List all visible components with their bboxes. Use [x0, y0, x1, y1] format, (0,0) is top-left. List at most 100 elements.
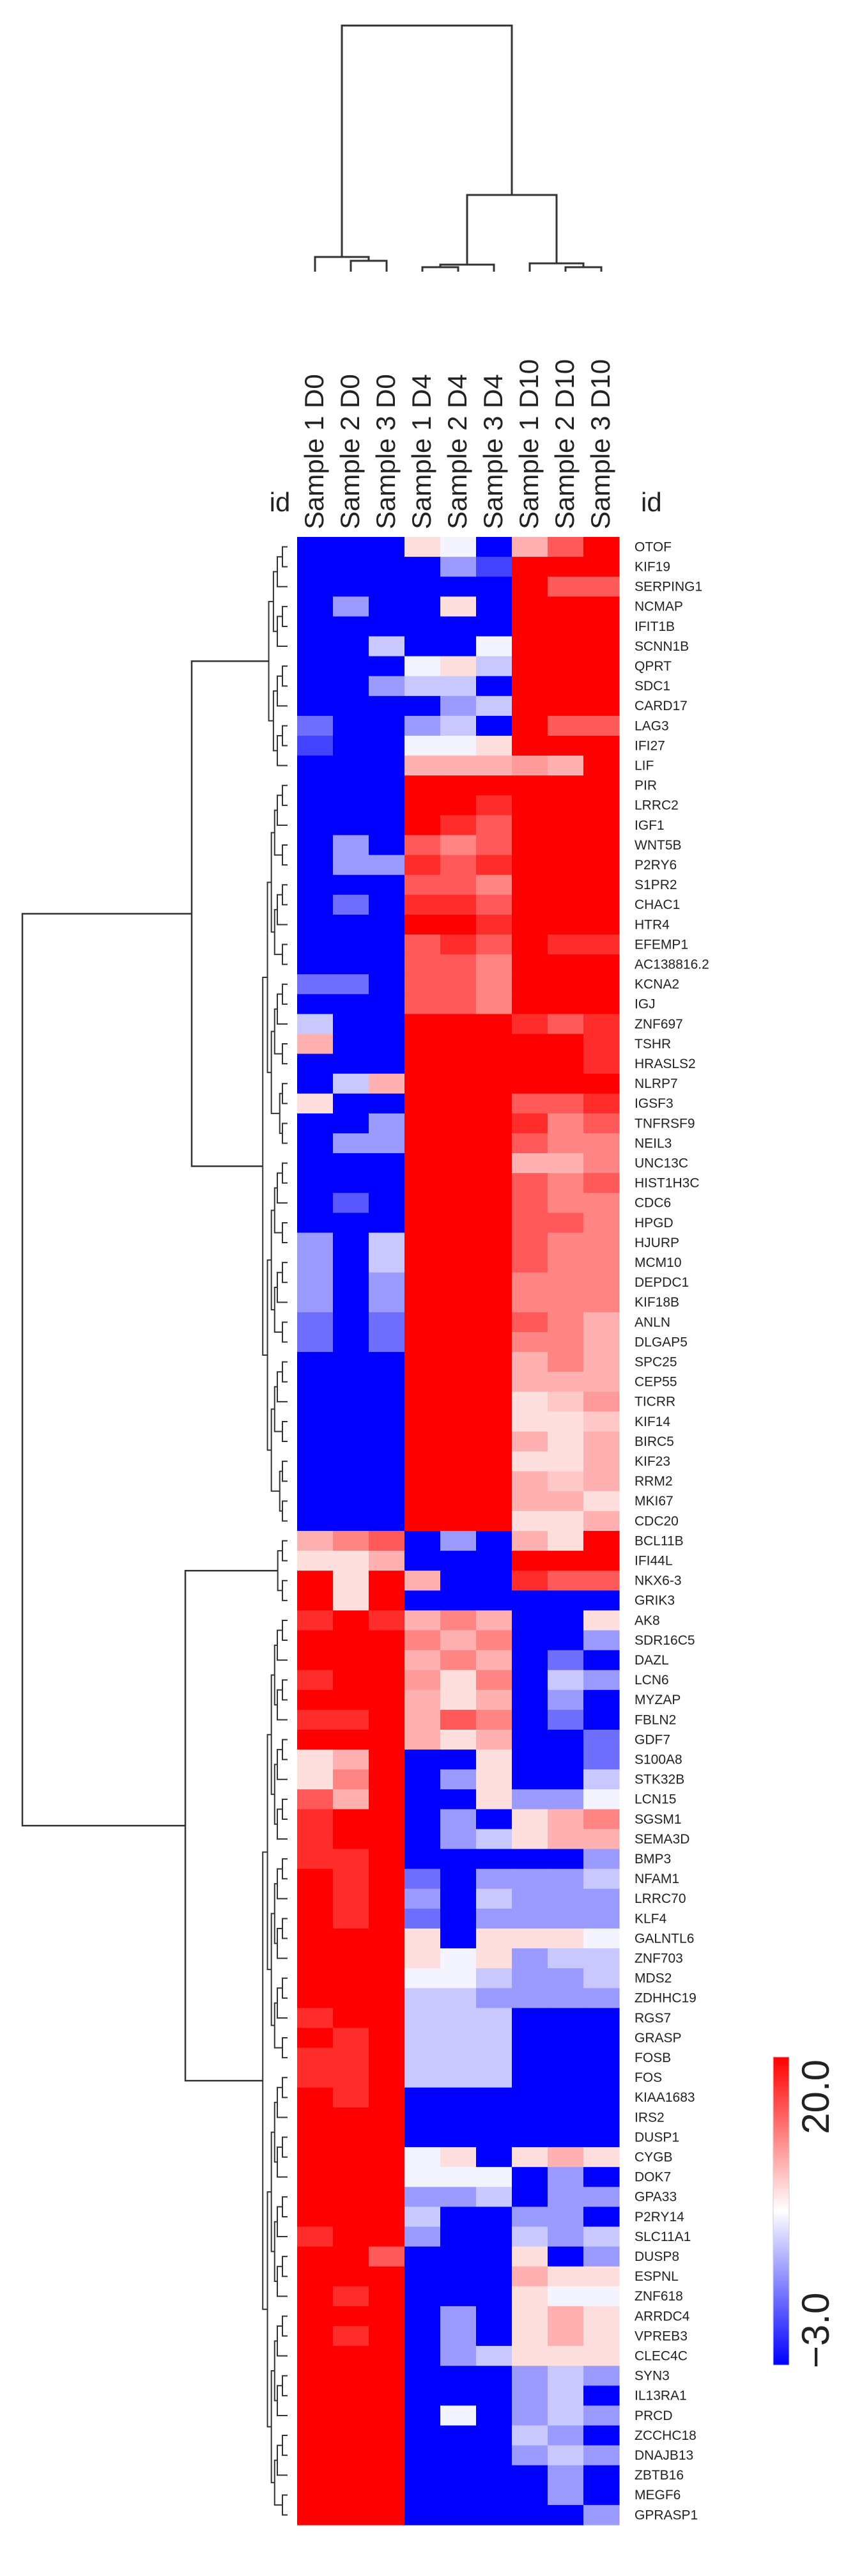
heatmap-cell: [333, 1650, 369, 1671]
heatmap-cell: [476, 994, 512, 1014]
heatmap-cell: [548, 537, 584, 557]
heatmap-cell: [476, 1610, 512, 1631]
heatmap-cell: [512, 1093, 548, 1114]
heatmap-cell: [333, 1292, 369, 1313]
dendrogram-branch: [282, 1798, 288, 1820]
heatmap-cell: [404, 1551, 441, 1571]
heatmap-cell: [333, 1809, 369, 1830]
heatmap-cell: [440, 2306, 477, 2327]
heatmap-cell: [583, 695, 620, 717]
heatmap-cell: [548, 1392, 584, 1412]
heatmap-cell: [369, 1232, 405, 1253]
heatmap-cell: [333, 1014, 369, 1035]
heatmap-cell: [333, 2326, 369, 2347]
heatmap-cell: [369, 1551, 405, 1571]
heatmap-cell: [583, 1829, 620, 1850]
heatmap-cell: [297, 1451, 334, 1472]
heatmap-cell: [548, 2028, 584, 2049]
heatmap-cell: [440, 1750, 477, 1770]
heatmap-cell: [440, 1571, 477, 1591]
row-label: BIRC5: [635, 1434, 674, 1449]
heatmap-cell: [369, 2187, 405, 2207]
heatmap-cell: [297, 1769, 334, 1790]
heatmap-cell: [476, 1352, 512, 1372]
heatmap-cell: [583, 2087, 620, 2108]
heatmap-cell: [476, 2187, 512, 2207]
row-label: MYZAP: [635, 1693, 681, 1707]
heatmap-cell: [297, 1650, 334, 1671]
row-label: MCM10: [635, 1255, 682, 1270]
heatmap-cell: [297, 1252, 334, 1273]
heatmap-cell: [440, 2107, 477, 2128]
heatmap-cell: [440, 1610, 477, 1631]
heatmap-cell: [297, 537, 334, 557]
heatmap-cell: [548, 1531, 584, 1551]
heatmap-cell: [512, 1491, 548, 1512]
dendrogram-branch: [282, 1540, 288, 1562]
heatmap-cell: [440, 1551, 477, 1571]
heatmap-cell: [369, 1332, 405, 1353]
heatmap-cell: [548, 2226, 584, 2247]
heatmap-cell: [404, 2326, 441, 2347]
heatmap-cell: [369, 1948, 405, 1969]
heatmap-cell: [404, 954, 441, 975]
heatmap-cell: [548, 1451, 584, 1472]
heatmap-cell: [297, 1193, 334, 1213]
heatmap-cell: [583, 1014, 620, 1035]
heatmap-cell: [548, 1332, 584, 1353]
heatmap-cell: [583, 1153, 620, 1174]
heatmap-cell: [369, 1312, 405, 1333]
heatmap-cell: [476, 2485, 512, 2506]
dendrogram-branch: [268, 601, 273, 722]
heatmap-cell: [333, 2306, 369, 2327]
heatmap-cell: [440, 2207, 477, 2228]
row-label: DUSP8: [635, 2249, 679, 2264]
heatmap-cell: [476, 1868, 512, 1889]
heatmap-cell: [440, 736, 477, 756]
heatmap-cell: [512, 1213, 548, 1234]
heatmap-cell: [404, 1133, 441, 1154]
row-label: SPC25: [635, 1355, 677, 1370]
heatmap-cell: [440, 914, 477, 935]
heatmap-cell: [476, 1531, 512, 1551]
heatmap-cell: [512, 1590, 548, 1611]
heatmap-cell: [476, 1888, 512, 1909]
heatmap-cell: [440, 557, 477, 577]
row-label: ARRDC4: [635, 2309, 690, 2324]
heatmap-cell: [369, 1988, 405, 2008]
heatmap-cell: [583, 2067, 620, 2088]
heatmap-cell: [583, 2266, 620, 2287]
dendrogram-branch: [270, 1209, 275, 1311]
dendrogram-branch: [466, 194, 558, 265]
heatmap-cell: [333, 636, 369, 657]
heatmap-cell: [476, 557, 512, 577]
heatmap-cell: [369, 1053, 405, 1075]
heatmap-cell: [476, 1073, 512, 1094]
heatmap-cell: [440, 577, 477, 597]
heatmap-cell: [583, 2226, 620, 2247]
heatmap-cell: [404, 855, 441, 876]
heatmap-cell: [369, 1849, 405, 1870]
heatmap-cell: [548, 775, 584, 796]
heatmap-cell: [476, 1392, 512, 1412]
heatmap-cell: [512, 1332, 548, 1353]
heatmap-cell: [512, 1908, 548, 1929]
heatmap-cell: [476, 815, 512, 836]
heatmap-cell: [512, 2087, 548, 2108]
heatmap-cell: [512, 616, 548, 637]
heatmap-cell: [333, 736, 369, 756]
heatmap-cell: [297, 1829, 334, 1850]
heatmap-cell: [369, 1571, 405, 1591]
heatmap-cell: [583, 537, 620, 557]
row-label: CARD17: [635, 699, 688, 713]
heatmap-cell: [333, 1510, 369, 1532]
heatmap-cell: [404, 1173, 441, 1193]
heatmap-cell: [512, 676, 548, 697]
heatmap-cell: [476, 2405, 512, 2426]
row-label: PRCD: [635, 2409, 673, 2423]
column-label: Sample 2 D10: [550, 359, 580, 529]
heatmap-cell: [369, 1908, 405, 1929]
row-label: KIF14: [635, 1415, 670, 1429]
heatmap-cell: [297, 1034, 334, 1055]
heatmap-cell: [333, 1073, 369, 1094]
